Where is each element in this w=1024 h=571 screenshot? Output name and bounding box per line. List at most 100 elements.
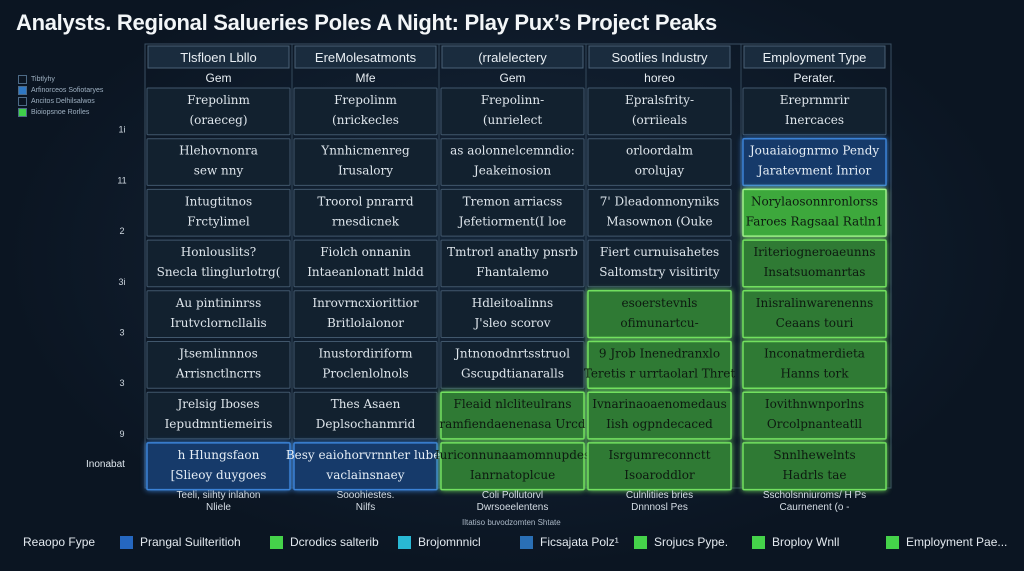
heatmap-cell (146, 188, 291, 237)
cell-label: Tmtrorl anathy pnsrb (447, 245, 578, 259)
cell-label: Honlouslits? (181, 245, 256, 259)
heatmap-cell (742, 442, 887, 491)
heatmap-cell (440, 442, 585, 491)
legend-item: Broploy Wnll (752, 535, 839, 549)
cell-label: Teretis r urrtaolarl Thret (584, 367, 736, 381)
cell-label: Intaeanlonatt lnldd (307, 265, 424, 279)
legend-swatch (752, 535, 765, 549)
cell-label: Saltomstry visitirity (599, 265, 720, 279)
cell-label: Norylaosonnronlorss (751, 194, 878, 208)
legend-label: Ficsajata Polz¹ (540, 535, 619, 549)
cell-label: Ivnarinaoaenomedaus (592, 397, 727, 411)
cell-label: Insatsuomanrtas (764, 265, 866, 279)
cell-label: Frepolinm (187, 93, 250, 107)
column-header: (rralelectery (478, 50, 547, 65)
cell-label: Hanns tork (780, 367, 849, 381)
heatmap-cell (587, 138, 732, 186)
cell-label: (nrickecles (332, 113, 399, 127)
legend-label: Prangal Suilteritioh (140, 535, 241, 549)
cell-label: Jaratevment Inrior (756, 164, 872, 178)
cell-label: Fiert curnuisahetes (600, 245, 719, 259)
cell-label: Inercaces (785, 113, 844, 127)
cell-label: orloordalm (626, 144, 694, 158)
cell-label: Iepudmntiemeiris (165, 417, 273, 431)
heatmap-cell (146, 341, 291, 389)
cell-label: (orriieals (632, 113, 687, 127)
column-header: EreMolesatmonts (315, 50, 417, 65)
cell-label: 7' Dleadonnonyniks (600, 194, 720, 208)
row-extra-label: Inonabat (86, 459, 125, 470)
legend-label: Dcrodics salterib (290, 535, 379, 549)
y-tick-label: 2 (119, 226, 124, 236)
column-footer: Dwrsoeelentens (477, 502, 549, 513)
cell-label: 9 Jrob Inenedranxlo (599, 347, 720, 361)
heatmap-cell (587, 188, 732, 237)
legend-swatch (886, 535, 899, 549)
legend-label: Srojucs Pype. (654, 535, 729, 549)
heatmap-cell (742, 290, 887, 339)
cell-label: [Slieoy duygoes (171, 468, 267, 482)
cell-label: (oraeceg) (189, 113, 247, 127)
heatmap-cell (587, 442, 732, 491)
cell-label: Au pintininrss (175, 296, 261, 310)
cell-label: ofimunartcu- (620, 316, 698, 330)
column-footer: Teeli, siihty inlahon (177, 490, 261, 501)
legend-item: Prangal Suilteritioh (120, 535, 241, 549)
heatmap-cell (440, 188, 585, 237)
legend-item: Srojucs Pype. (634, 535, 728, 549)
cell-label: Tremon arriacss (463, 194, 563, 208)
heatmap-cell (742, 188, 887, 237)
heatmap-cell (146, 290, 291, 338)
cell-label: as aolonnelcemndio: (450, 144, 575, 158)
cell-label: J'sleo scorov (472, 316, 550, 330)
legend-swatch-1 (18, 86, 27, 95)
cell-label: Ereprnmrir (780, 93, 850, 107)
heatmap-cell (440, 391, 585, 440)
cell-label: rnesdicnek (332, 214, 400, 228)
column-subheader: Mfe (355, 71, 375, 85)
column-subheader: Gem (499, 71, 525, 85)
column-footer: Coli Pollutorvl (482, 490, 543, 501)
cell-label: Inconatmerdieta (764, 347, 865, 361)
cell-label: Frepolinm (334, 93, 397, 107)
column-subheader: horeo (644, 71, 675, 85)
heatmap-cell (293, 138, 438, 186)
cell-label: Jefetiorment(I loe (457, 214, 567, 228)
cell-label: Snecla tlinglurlotrg( (157, 265, 281, 279)
y-tick-label: 11 (117, 175, 126, 185)
legend-item: Reaopo Fype (16, 535, 95, 549)
column-subheader: Gem (205, 71, 231, 85)
legend-swatch-0 (18, 75, 27, 84)
cell-label: orolujay (635, 164, 685, 178)
legend-label: Broploy Wnll (772, 535, 840, 549)
mini-legend-label: Arfinorceos Sofiotaryes (31, 87, 104, 94)
heatmap-cell (742, 391, 887, 440)
heatmap-cell (742, 137, 887, 187)
cell-label: Frctylimel (187, 214, 250, 228)
cell-label: Ynnhicmenreg (320, 144, 410, 158)
legend-label: Brojomnnicl (418, 535, 481, 549)
cell-label: Jeakeinosion (472, 164, 551, 178)
heatmap-cell (440, 87, 585, 136)
cell-label: Jrelsig Iboses (175, 397, 259, 411)
cell-label: Thes Asaen (331, 397, 401, 411)
legend-item: Ficsajata Polz¹ (520, 535, 619, 549)
cell-label: Inisralinwarenenns (756, 296, 873, 310)
cell-label: Fhantalemo (476, 265, 548, 279)
y-tick-label: 3 (119, 378, 124, 388)
legend-item: Employment Pae... (886, 535, 1007, 549)
footer-note: Iltatiso buvodzomten Shtate (462, 518, 561, 527)
cell-label: (unrielect (483, 113, 542, 127)
column-header-box (147, 45, 290, 69)
legend-swatch (398, 535, 411, 549)
heatmap-cell (742, 239, 887, 288)
cell-label: Hlehovnonra (179, 144, 258, 158)
y-tick-label: 1i (118, 125, 125, 135)
heatmap-cell (742, 87, 887, 136)
cell-label: Iriteriogneroaeunns (753, 245, 875, 259)
cell-label: Frepolinn- (481, 93, 544, 107)
cell-label: Masownon (Ouke (606, 214, 712, 228)
cell-label: Ianrnatoplcue (470, 468, 555, 482)
heatmap-cell (587, 290, 732, 339)
heatmap-cell (440, 239, 585, 288)
